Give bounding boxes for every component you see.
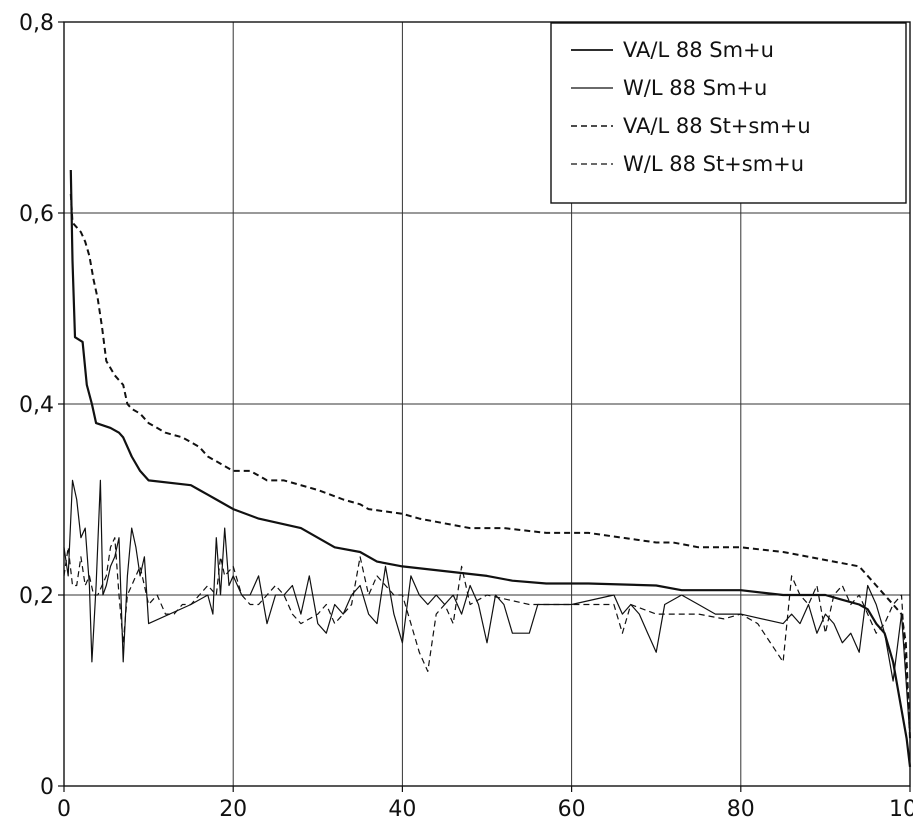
series-line-1 — [63, 479, 911, 739]
x-tick-label-2: 40 — [388, 797, 416, 822]
legend-box — [550, 22, 907, 204]
series-layer — [63, 169, 912, 768]
y-tick-label-0: 0 — [40, 775, 54, 800]
legend-label-0: VA/L 88 Sm+u — [623, 38, 774, 62]
axis-layer: 0 20 40 60 80 100 0 0,2 0,4 0,6 0,8 — [19, 11, 913, 822]
y-tick-label-3: 0,6 — [19, 202, 54, 227]
x-tick-label-1: 20 — [219, 797, 247, 822]
series-line-3 — [63, 537, 911, 729]
y-tick-label-1: 0,2 — [19, 584, 54, 609]
y-tick-label-4: 0,8 — [19, 11, 54, 36]
x-tick-label-3: 60 — [558, 797, 586, 822]
legend-label-3: W/L 88 St+sm+u — [623, 152, 804, 176]
x-tick-label-0: 0 — [57, 797, 71, 822]
series-line-0 — [69, 169, 912, 768]
legend: VA/L 88 Sm+u W/L 88 Sm+u VA/L 88 St+sm+u W/… — [550, 22, 907, 204]
x-tick-label-5: 100 — [889, 797, 913, 822]
y-tick-label-2: 0,4 — [19, 393, 54, 418]
legend-label-2: VA/L 88 St+sm+u — [623, 114, 811, 138]
legend-label-1: W/L 88 Sm+u — [623, 76, 767, 100]
x-tick-label-4: 80 — [727, 797, 755, 822]
series-line-2 — [69, 193, 911, 739]
